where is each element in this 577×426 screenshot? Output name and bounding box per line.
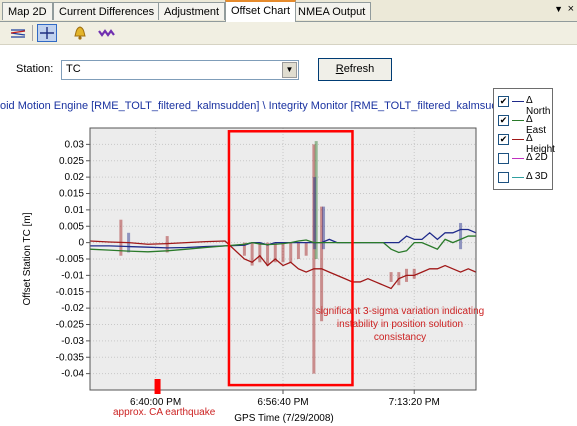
refresh-accesskey: R: [335, 63, 344, 75]
tab-adjustment[interactable]: Adjustment: [158, 2, 226, 20]
sigma-bar: [320, 206, 324, 322]
legend-item[interactable]: Δ 2D: [498, 151, 554, 167]
station-label: Station:: [16, 63, 54, 75]
y-tick-label: -0.035: [56, 352, 85, 363]
plot-border: [89, 127, 477, 391]
tab-map-2d[interactable]: Map 2D: [2, 2, 53, 20]
refresh-label: efresh: [343, 63, 375, 75]
sigma-bar: [258, 242, 262, 263]
lines-chart-icon[interactable]: [8, 24, 28, 42]
close-icon[interactable]: ×: [567, 3, 574, 15]
station-select[interactable]: TC ▼: [61, 60, 299, 80]
legend-item[interactable]: ✔ Δ North: [498, 94, 554, 117]
legend-swatch: [512, 139, 524, 140]
y-tick-label: 0.02: [65, 172, 85, 183]
grid-lines: [90, 128, 476, 390]
annotation-line: instability in position solution: [337, 319, 463, 330]
tab-menu-chevron-icon[interactable]: ▼: [554, 4, 563, 14]
series-line-height: [89, 240, 477, 290]
legend-checkbox[interactable]: ✔: [498, 134, 509, 145]
legend-label: Δ 2D: [526, 152, 548, 163]
y-tick-label: -0.015: [56, 287, 85, 298]
engine-path: oid Motion Engine [RME_TOLT_filtered_kal…: [0, 100, 519, 112]
sigma-bar: [304, 242, 308, 256]
y-axis-ticks: 0.03 0.025 0.02 0.015 0.01 0.005 0 -0.005 -0.01 -…: [56, 139, 90, 380]
y-tick-label: 0.03: [65, 139, 85, 150]
legend-swatch: [512, 101, 524, 102]
legend-swatch: [512, 177, 524, 178]
instability-annotation: significant 3-sigma variation indicating…: [316, 306, 484, 343]
sigma-bar: [289, 242, 293, 263]
sigma-bar: [165, 236, 169, 253]
highlight-box: [227, 130, 354, 387]
sigma-bar: [296, 242, 300, 259]
y-tick-label: -0.02: [61, 303, 84, 314]
legend-swatch: [512, 158, 524, 159]
sigma-bar: [313, 177, 317, 250]
earthquake-marker: [154, 379, 161, 394]
y-tick-label: -0.03: [61, 336, 84, 347]
tab-strip: Map 2D Current Differences Adjustment Of…: [0, 0, 577, 22]
sigma-bar: [266, 242, 270, 266]
dropdown-arrow-icon[interactable]: ▼: [282, 62, 297, 78]
y-tick-label: -0.01: [61, 270, 84, 281]
x-tick-label: 6:40:00 PM: [130, 397, 181, 408]
legend-label: Δ East: [526, 114, 547, 136]
x-tick-label: 7:13:20 PM: [389, 397, 440, 408]
crosshair-icon[interactable]: [37, 24, 57, 42]
x-tick-label: 6:56:40 PM: [257, 397, 308, 408]
series-line-north: [90, 228, 477, 249]
sigma-bar: [389, 272, 393, 282]
chart-toolbar: [0, 22, 577, 45]
legend-item[interactable]: Δ 3D: [498, 170, 554, 186]
x-axis-label: GPS Time (7/29/2008): [234, 413, 334, 424]
sigma-bar: [459, 222, 463, 250]
series-line-east: [89, 235, 476, 254]
annotation-line: consistancy: [374, 332, 426, 343]
refresh-button[interactable]: Refresh: [318, 58, 392, 81]
legend-item[interactable]: ✔ Δ East: [498, 113, 554, 136]
y-tick-label: -0.04: [61, 369, 84, 380]
sigma-bar: [322, 206, 326, 250]
legend-item[interactable]: ✔ Δ Height: [498, 132, 555, 155]
sigma-bar: [281, 242, 285, 263]
series-lines: [89, 228, 477, 290]
legend-label: Δ Height: [526, 133, 555, 155]
y-tick-label: -0.005: [56, 254, 85, 265]
legend-checkbox[interactable]: ✔: [498, 96, 509, 107]
sigma-bar: [242, 242, 246, 256]
sigma-bar: [412, 268, 416, 279]
sigma-bar: [119, 219, 123, 256]
legend: ✔ Δ North ✔ Δ East ✔ Δ Height Δ 2D Δ 3D: [493, 88, 555, 190]
annotation-line: significant 3-sigma variation indicating: [316, 306, 484, 317]
y-tick-label: 0.01: [65, 205, 85, 216]
y-tick-label: -0.025: [56, 320, 85, 331]
y-tick-label: 0.015: [59, 189, 84, 200]
sigma-bar: [273, 242, 277, 263]
legend-checkbox[interactable]: [498, 153, 509, 164]
y-axis-label: Offset Station TC [m]: [22, 212, 33, 305]
bell-icon[interactable]: [70, 24, 90, 42]
legend-label: Δ 3D: [526, 171, 548, 182]
sigma-bar: [314, 141, 318, 259]
earthquake-annotation: approx. CA earthquake: [113, 407, 216, 418]
legend-checkbox[interactable]: [498, 172, 509, 183]
y-tick-label: 0.025: [59, 156, 84, 167]
y-tick-label: 0: [78, 238, 84, 249]
legend-label: Δ North: [526, 95, 551, 117]
x-axis-ticks: 6:40:00 PM 6:56:40 PM 7:13:20 PM: [130, 390, 440, 408]
legend-swatch: [512, 120, 524, 121]
tab-offset-chart[interactable]: Offset Chart: [225, 0, 297, 22]
legend-checkbox[interactable]: ✔: [498, 115, 509, 126]
station-value: TC: [66, 63, 81, 75]
toolbar-separator: [32, 25, 33, 41]
sigma-bar: [312, 144, 316, 374]
wave-icon[interactable]: [96, 24, 116, 42]
y-tick-label: 0.005: [59, 221, 84, 232]
sigma-bar: [250, 242, 254, 266]
tab-current-differences[interactable]: Current Differences: [53, 2, 161, 20]
